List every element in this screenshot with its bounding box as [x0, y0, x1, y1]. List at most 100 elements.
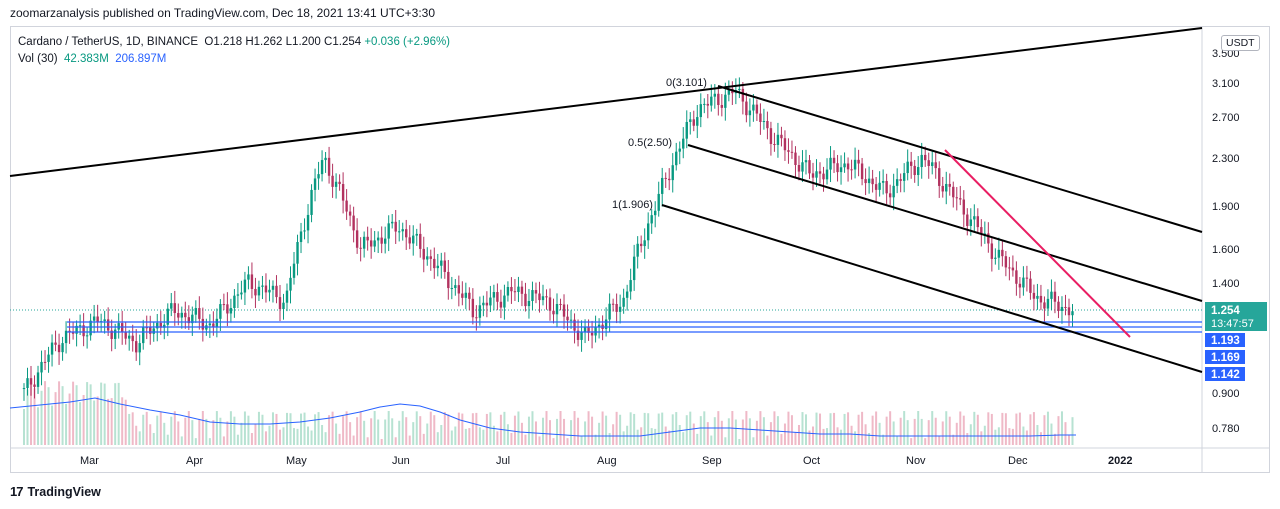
volume-bar [910, 438, 913, 445]
footer-brand[interactable]: 17 TradingView [10, 484, 101, 499]
currency-badge[interactable]: USDT [1221, 35, 1260, 51]
volume-bar [850, 425, 853, 445]
volume-bar [636, 429, 639, 445]
y-tick: 2.300 [1212, 153, 1240, 165]
candle-body [264, 285, 268, 293]
volume-bar [538, 436, 541, 445]
volume-bar [1018, 412, 1021, 445]
symbol-title[interactable]: Cardano / TetherUS, 1D, BINANCE [18, 36, 199, 48]
volume-bar [633, 413, 636, 445]
volume-bar [478, 427, 481, 445]
volume-bar [394, 437, 397, 445]
volume-bar [1001, 412, 1004, 445]
candle-body [762, 121, 766, 123]
candle-body [783, 138, 787, 151]
candle-body [261, 285, 264, 287]
volume-bar [215, 411, 218, 445]
candle-body [149, 327, 152, 334]
volume-bar [608, 433, 611, 445]
candle-body [934, 162, 937, 169]
candle-body [675, 151, 678, 166]
candle-body [597, 324, 601, 327]
volume-bar [1011, 428, 1014, 445]
volume-bar [952, 434, 955, 445]
candle-body [646, 223, 650, 241]
volume-bar [387, 411, 390, 445]
candle-body [359, 247, 362, 249]
candle-body [212, 323, 215, 327]
candle-body [510, 286, 513, 292]
candle-body [980, 227, 983, 235]
candle-body [142, 327, 145, 344]
candle-body [454, 285, 457, 289]
candle-body [671, 165, 674, 181]
volume-bar [296, 428, 299, 445]
chart-frame[interactable] [10, 26, 1270, 473]
candle-body [583, 327, 587, 333]
candle-body [1004, 256, 1008, 268]
volume-bar [626, 425, 629, 445]
volume-bar [1039, 432, 1042, 445]
candle-body [443, 260, 446, 272]
candle-body [541, 296, 545, 301]
x-tick: Jun [392, 455, 410, 467]
volume-bar [205, 418, 208, 445]
candle-body [1015, 270, 1018, 284]
volume-bar [797, 424, 800, 445]
volume-bar [843, 413, 846, 445]
volume-bar [983, 425, 986, 445]
volume-bar [787, 411, 790, 445]
volume-bar [222, 436, 225, 445]
volume-label[interactable]: Vol (30) [18, 53, 58, 65]
volume-bar [1053, 433, 1056, 445]
x-tick: 2022 [1108, 455, 1132, 467]
volume-bar [278, 429, 281, 445]
volume-bar [282, 427, 285, 445]
candle-body [348, 211, 352, 216]
candle-body [285, 290, 289, 303]
volume-bar [591, 416, 594, 445]
candle-body [552, 310, 555, 315]
volume-bar [682, 432, 685, 445]
volume-bar [103, 383, 106, 445]
volume-bar [401, 411, 404, 445]
volume-bar [812, 426, 814, 445]
volume-bar [738, 438, 741, 445]
candle-body [341, 184, 345, 201]
candle-body [562, 304, 566, 317]
candle-body [96, 316, 99, 323]
volume-bar [142, 414, 145, 445]
candle-body [324, 157, 327, 161]
channel-middle [687, 144, 1203, 302]
volume-bar [857, 414, 860, 445]
candle-body [622, 297, 625, 307]
candle-body [391, 221, 394, 224]
y-tick: 2.700 [1212, 112, 1240, 124]
candle-body [1008, 267, 1011, 269]
volume-bar [755, 420, 758, 445]
volume-bar [321, 425, 324, 445]
candle-body [327, 157, 331, 176]
volume-bar [931, 411, 934, 445]
candle-body [138, 343, 141, 353]
candle-body [103, 319, 106, 322]
candle-body [243, 279, 247, 293]
volume-bar [584, 421, 587, 445]
candle-body [973, 216, 976, 220]
volume-bar [580, 436, 583, 445]
volume-bar [271, 412, 274, 445]
volume-bar [440, 424, 443, 445]
candle-body [520, 286, 524, 294]
volume-bar [464, 428, 467, 445]
volume-bar [955, 422, 958, 445]
candle-body [664, 177, 667, 179]
candle-body [878, 182, 881, 190]
candle-body [1053, 291, 1057, 302]
volume-bar [61, 386, 64, 445]
volume-bar [96, 396, 99, 445]
volume-bar [783, 423, 786, 445]
candle-body [482, 302, 485, 306]
volume-bar [875, 411, 878, 445]
volume-bar [549, 420, 551, 445]
